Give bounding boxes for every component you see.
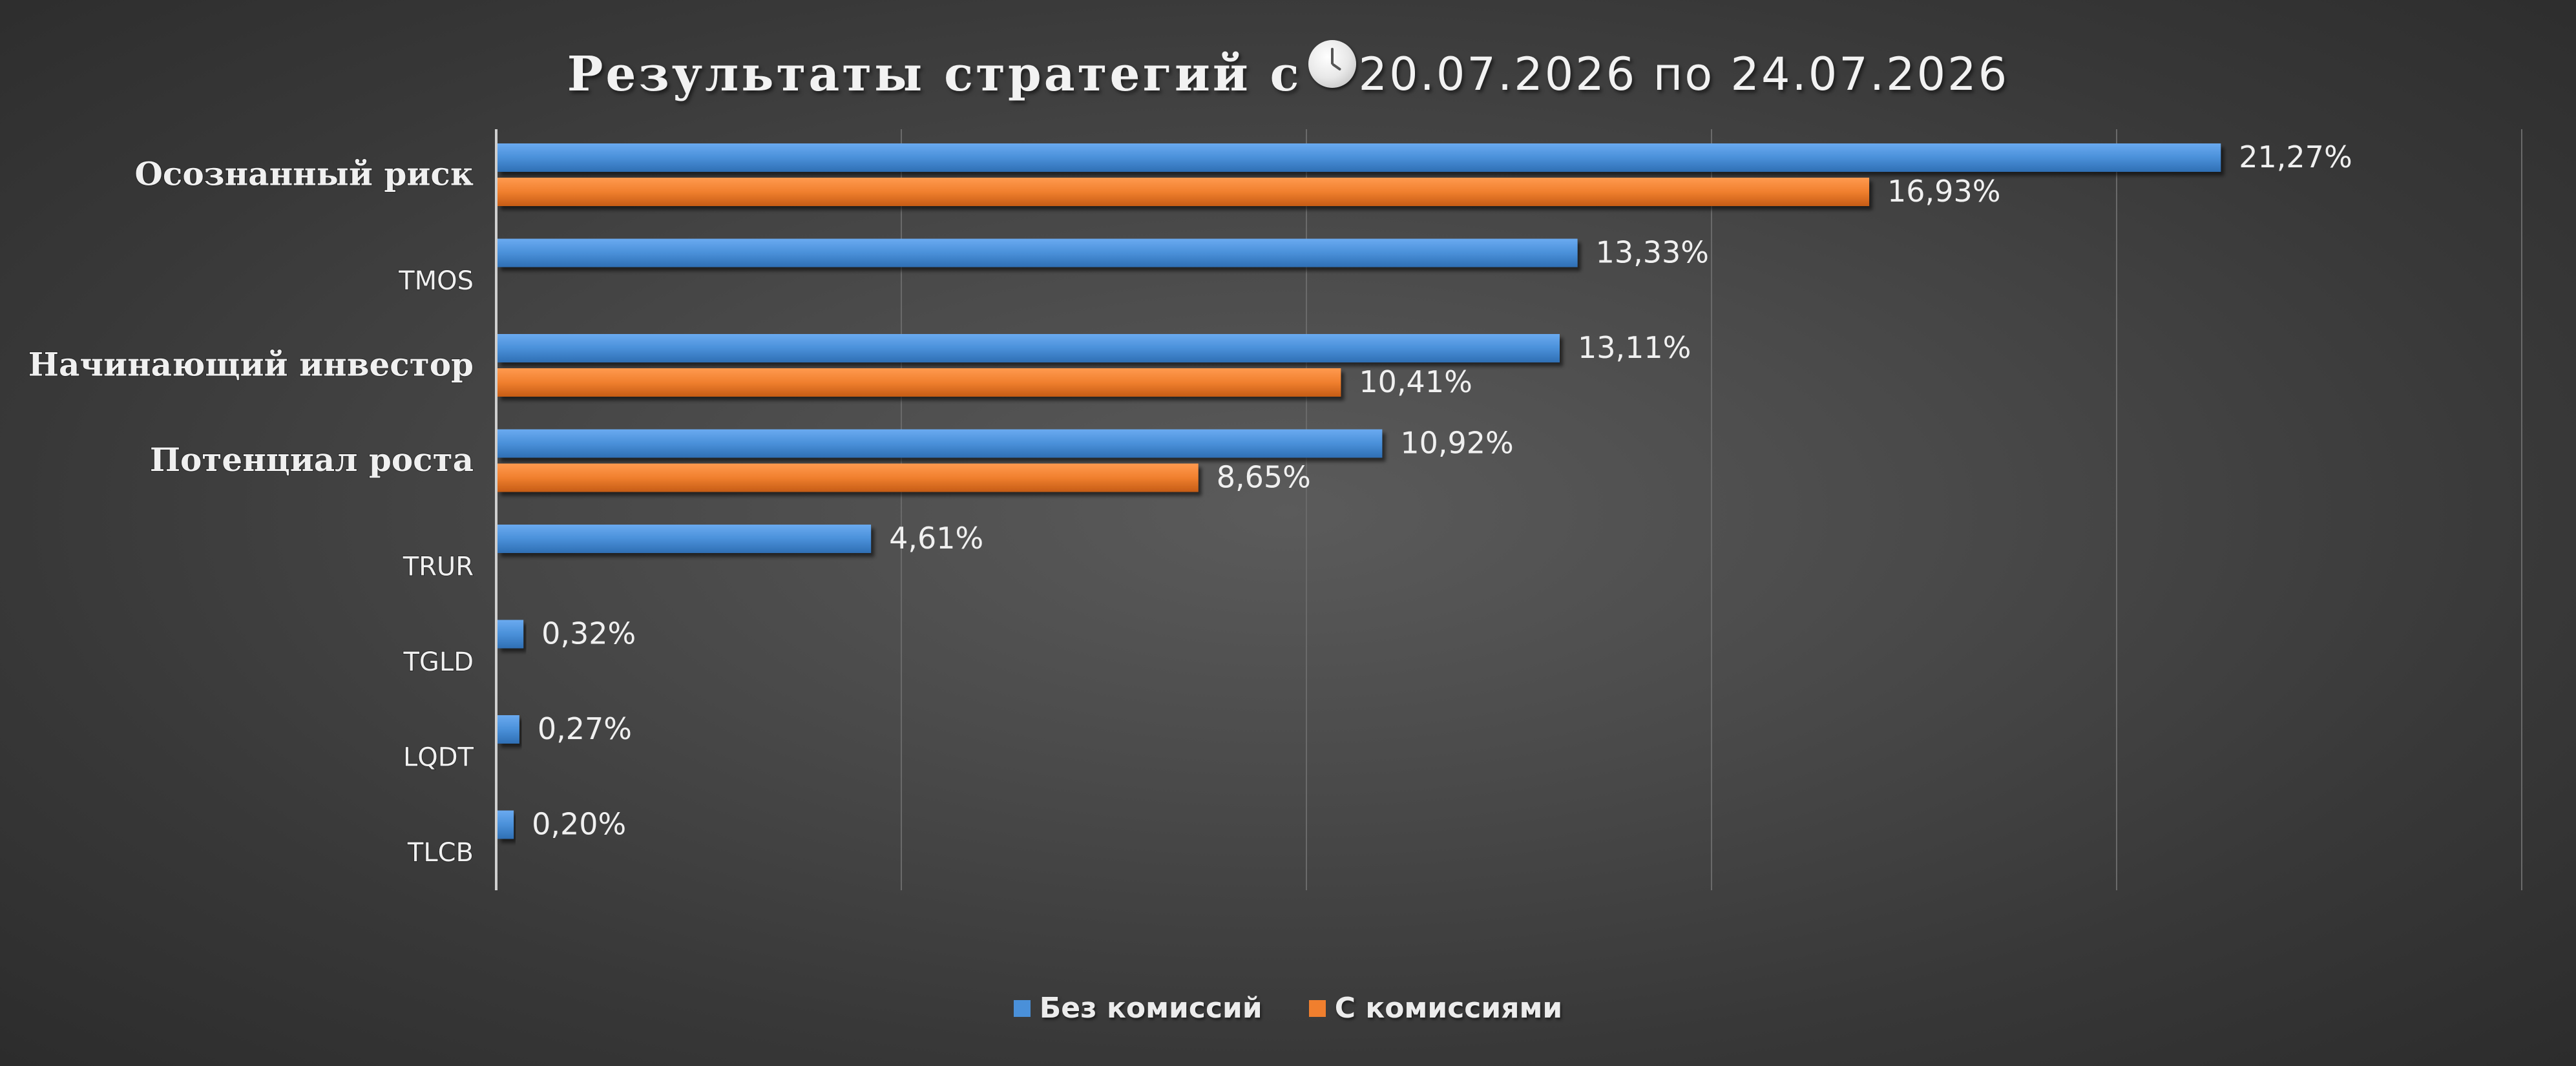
bar-no-fee bbox=[497, 715, 519, 744]
legend-swatch-with-fee bbox=[1308, 999, 1326, 1017]
bar-no-fee bbox=[497, 334, 1560, 362]
bar-no-fee bbox=[497, 525, 872, 553]
bar-with-fee bbox=[497, 178, 1870, 206]
bar-no-fee bbox=[497, 620, 524, 649]
data-label: 0,32% bbox=[541, 616, 636, 651]
bar-no-fee bbox=[497, 238, 1578, 267]
bar-no-fee bbox=[497, 810, 514, 839]
legend-item-with-fee: С комиссиями bbox=[1308, 992, 1563, 1025]
legend-swatch-no-fee bbox=[1013, 999, 1031, 1017]
legend-label-with-fee: С комиссиями bbox=[1334, 992, 1563, 1025]
chart-title: Результаты стратегий с 20.07.2026 по 24.… bbox=[0, 32, 2576, 116]
data-label: 10,92% bbox=[1400, 426, 1513, 461]
category-label: TMOS bbox=[398, 266, 474, 296]
legend: Без комиссий С комиссиями bbox=[0, 992, 2576, 1025]
data-label: 21,27% bbox=[2239, 140, 2352, 174]
category-label: TLCB bbox=[407, 838, 474, 868]
category-label: TRUR bbox=[403, 552, 474, 582]
bar-with-fee bbox=[497, 368, 1341, 397]
data-label: 0,20% bbox=[532, 807, 626, 842]
data-label: 13,11% bbox=[1578, 330, 1691, 365]
category-label: Начинающий инвестор bbox=[28, 346, 474, 384]
bar-no-fee bbox=[497, 143, 2221, 172]
category-label: Потенциал роста bbox=[150, 441, 474, 479]
title-text: Результаты стратегий с bbox=[567, 47, 1302, 102]
data-label: 10,41% bbox=[1359, 364, 1472, 399]
clock-icon bbox=[1308, 40, 1356, 88]
data-label: 4,61% bbox=[889, 521, 983, 556]
legend-item-no-fee: Без комиссий bbox=[1013, 992, 1262, 1025]
data-label: 13,33% bbox=[1596, 235, 1709, 270]
legend-label-no-fee: Без комиссий bbox=[1039, 992, 1262, 1025]
data-label: 8,65% bbox=[1217, 460, 1311, 495]
category-label: Осознанный риск bbox=[134, 155, 474, 193]
category-label: LQDT bbox=[403, 743, 474, 773]
bar-with-fee bbox=[497, 463, 1199, 492]
category-label: TGLD bbox=[403, 647, 474, 677]
data-label: 16,93% bbox=[1887, 174, 2000, 209]
bar-no-fee bbox=[497, 429, 1383, 458]
data-label: 0,27% bbox=[538, 711, 632, 746]
title-date-range: 20.07.2026 по 24.07.2026 bbox=[1358, 48, 2009, 101]
